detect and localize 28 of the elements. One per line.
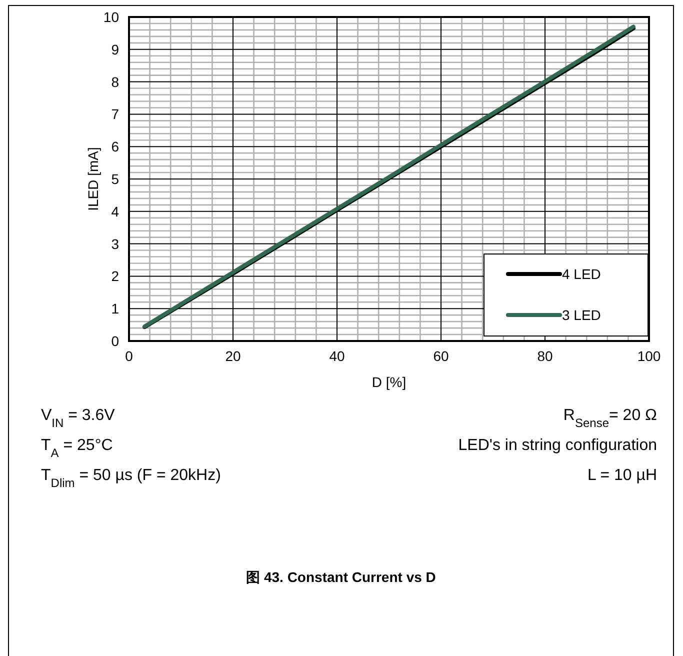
y-tick-label: 6	[111, 138, 120, 155]
legend-label: 4 LED	[562, 266, 601, 282]
text: T$_{A}$ = 25°C	[41, 437, 113, 460]
y-axis-title: ILED [mA]	[85, 147, 101, 211]
x-tick-label: 0	[125, 348, 134, 364]
text: R$_{Sense}$= 20 Ω	[563, 407, 658, 430]
y-tick-label: 9	[111, 41, 120, 58]
text: 图 43. Constant Current vs D	[246, 569, 436, 585]
y-tick-label: 5	[111, 171, 120, 187]
x-tick-label: 100	[637, 348, 661, 364]
text: T$_{Dlim}$ = 50 µs (F = 20kHz)	[41, 467, 221, 490]
text: LED's in string configuration	[458, 437, 657, 454]
x-axis-title: D [%]	[372, 374, 406, 390]
x-tick-label: 60	[433, 348, 449, 364]
y-tick-label: 0	[111, 333, 120, 349]
y-tick-label: 3	[111, 236, 120, 252]
y-tick-label: 8	[111, 74, 120, 90]
x-tick-label: 80	[537, 348, 553, 364]
x-tick-label: 20	[225, 348, 241, 364]
y-tick-label: 4	[111, 203, 120, 220]
text: L = 10 µH	[587, 467, 657, 484]
y-tick-label: 2	[111, 268, 120, 284]
legend-label: 3 LED	[562, 307, 601, 323]
y-tick-label: 10	[103, 9, 120, 25]
y-tick-label: 7	[111, 106, 120, 122]
y-tick-label: 1	[111, 300, 120, 317]
x-tick-label: 40	[329, 348, 345, 364]
text: V$_{IN}$ = 3.6V	[41, 407, 116, 430]
